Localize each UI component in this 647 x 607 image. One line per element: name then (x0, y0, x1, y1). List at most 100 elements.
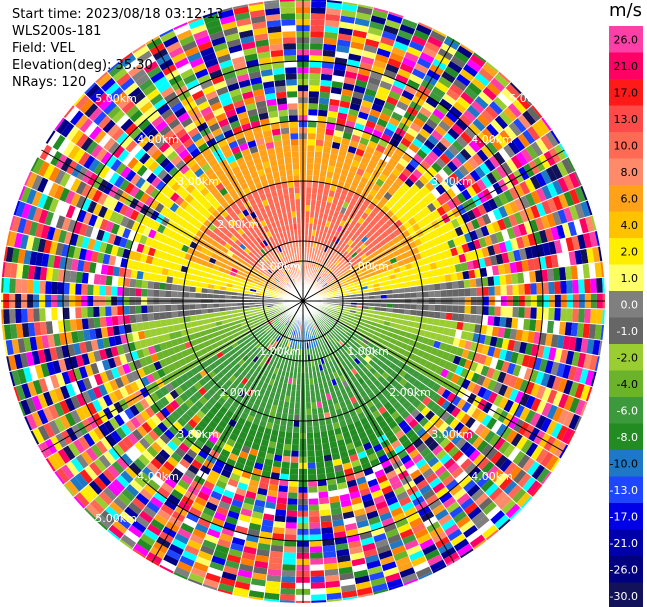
velocity-cell (324, 286, 331, 291)
velocity-cell (323, 454, 333, 462)
velocity-cell (335, 408, 344, 417)
velocity-cell (343, 436, 354, 445)
velocity-cell (408, 517, 424, 529)
velocity-cell (430, 347, 439, 357)
velocity-cell (548, 240, 557, 256)
velocity-cell (367, 565, 384, 576)
velocity-cell (421, 543, 438, 556)
velocity-cell (159, 282, 167, 291)
velocity-cell (359, 531, 373, 541)
velocity-cell (573, 219, 583, 236)
velocity-cell (548, 307, 555, 321)
velocity-cell (458, 164, 470, 177)
velocity-cell (475, 277, 483, 288)
velocity-cell (602, 277, 605, 294)
velocity-cell (598, 340, 603, 356)
velocity-cell (438, 491, 453, 504)
velocity-cell (525, 192, 536, 207)
velocity-cell (455, 470, 469, 484)
velocity-cell (274, 515, 287, 523)
velocity-cell (320, 73, 333, 81)
velocity-cell (512, 224, 522, 238)
velocity-cell (323, 329, 329, 336)
velocity-cell (516, 491, 532, 508)
velocity-cell (590, 371, 597, 387)
velocity-cell (159, 311, 167, 320)
velocity-cell (404, 177, 415, 188)
velocity-cell (446, 304, 453, 313)
velocity-cell (390, 506, 404, 518)
velocity-cell (535, 385, 547, 400)
velocity-cell (458, 234, 467, 245)
velocity-cell (307, 468, 317, 475)
velocity-cell (470, 100, 485, 114)
velocity-cell (321, 281, 327, 287)
velocity-cell (451, 466, 465, 479)
velocity-cell (311, 266, 315, 273)
velocity-cell (370, 15, 387, 25)
velocity-cell (363, 44, 378, 54)
velocity-cell (416, 285, 423, 293)
velocity-cell (498, 147, 511, 162)
velocity-cell (385, 312, 393, 318)
velocity-cell (557, 208, 568, 225)
velocity-cell (415, 566, 433, 579)
velocity-cell (463, 313, 471, 323)
velocity-cell (505, 429, 518, 444)
velocity-cell (309, 546, 323, 553)
velocity-cell (337, 309, 344, 313)
velocity-cell (345, 417, 354, 426)
velocity-cell (324, 134, 334, 142)
velocity-cell (488, 285, 495, 297)
velocity-cell (346, 479, 358, 488)
velocity-cell (362, 171, 372, 180)
velocity-cell (544, 255, 553, 269)
velocity-cell (565, 350, 575, 366)
velocity-cell (546, 404, 558, 420)
velocity-cell (472, 332, 480, 343)
velocity-cell (346, 355, 354, 363)
velocity-cell (319, 85, 332, 93)
velocity-cell (417, 22, 433, 31)
velocity-cell (392, 512, 407, 523)
velocity-cell (469, 314, 477, 324)
velocity-cell (440, 368, 450, 379)
velocity-cell (378, 479, 391, 490)
velocity-cell (341, 505, 354, 514)
velocity-cell (330, 273, 337, 280)
velocity-cell (498, 440, 511, 455)
velocity-cell (99, 285, 106, 296)
velocity-cell (342, 431, 352, 440)
velocity-cell (330, 331, 336, 338)
velocity-cell (461, 378, 471, 390)
velocity-cell (437, 421, 449, 434)
velocity-cell (320, 430, 329, 438)
velocity-cell (541, 387, 552, 402)
velocity-cell (319, 503, 331, 511)
velocity-cell (476, 215, 486, 228)
velocity-cell (424, 410, 436, 421)
velocity-cell (518, 283, 525, 296)
velocity-cell (482, 86, 498, 101)
velocity-cell (398, 293, 405, 299)
velocity-cell (397, 523, 412, 534)
velocity-cell (455, 437, 468, 450)
velocity-cell (530, 397, 542, 413)
velocity-cell (354, 229, 362, 238)
velocity-cell (486, 417, 498, 431)
velocity-cell (351, 414, 360, 423)
velocity-cell (506, 362, 516, 376)
velocity-cell (105, 306, 112, 317)
velocity-cell (307, 139, 316, 146)
velocity-cell (568, 336, 577, 352)
velocity-cell (372, 344, 380, 352)
velocity-cell (566, 430, 576, 446)
velocity-cell (441, 241, 451, 251)
velocity-cell (307, 121, 318, 128)
velocity-cell (383, 490, 396, 501)
velocity-cell (497, 371, 507, 384)
velocity-cell (352, 563, 368, 573)
velocity-cell (321, 323, 327, 330)
velocity-cell (481, 246, 490, 258)
velocity-cell (490, 509, 506, 525)
